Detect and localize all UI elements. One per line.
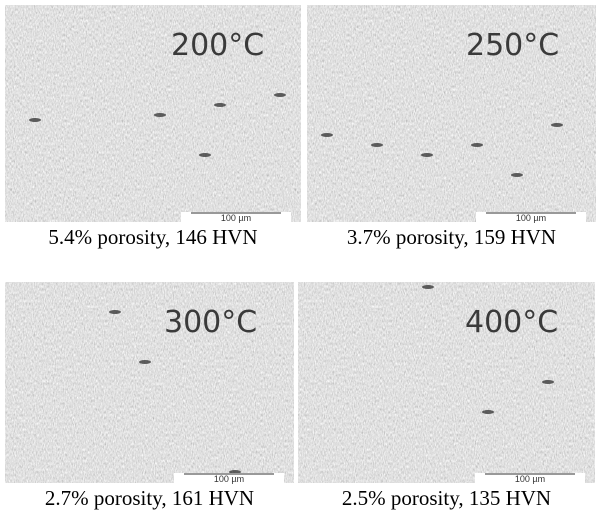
pore xyxy=(199,153,211,157)
micrograph-panel: 250°C 100 µm 3.7% porosity, 159 HVN xyxy=(307,5,596,249)
caption: 2.7% porosity, 161 HVN xyxy=(45,486,254,510)
micrograph-panel: 300°C 100 µm 2.7% porosity, 161 HVN xyxy=(5,282,294,510)
figure: 200°C 100 µm 5.4% porosity, 146 HVN 250°C 10… xyxy=(0,0,598,515)
micrograph-panel: 200°C 100 µm 5.4% porosity, 146 HVN xyxy=(5,5,301,249)
pore xyxy=(511,173,523,177)
pore xyxy=(274,93,286,97)
caption: 5.4% porosity, 146 HVN xyxy=(48,225,257,249)
scale-bar-label: 100 µm xyxy=(515,474,545,484)
micrograph-panel: 400°C 100 µm 2.5% porosity, 135 HVN xyxy=(298,282,595,510)
pore xyxy=(421,153,433,157)
caption: 3.7% porosity, 159 HVN xyxy=(347,225,556,249)
pore xyxy=(542,380,554,384)
pore xyxy=(551,123,563,127)
pore xyxy=(29,118,41,122)
pore xyxy=(154,113,166,117)
scale-bar-label: 100 µm xyxy=(221,213,251,223)
temperature-label: 250°C xyxy=(466,28,559,63)
scale-bar-label: 100 µm xyxy=(214,474,244,484)
pore xyxy=(422,285,434,289)
pore xyxy=(482,410,494,414)
pore xyxy=(321,133,333,137)
temperature-label: 400°C xyxy=(465,305,558,340)
caption: 2.5% porosity, 135 HVN xyxy=(342,486,551,510)
pore xyxy=(371,143,383,147)
pore xyxy=(214,103,226,107)
pore xyxy=(471,143,483,147)
pore xyxy=(139,360,151,364)
scale-bar-label: 100 µm xyxy=(516,213,546,223)
pore xyxy=(109,310,121,314)
temperature-label: 300°C xyxy=(164,305,257,340)
temperature-label: 200°C xyxy=(171,28,264,63)
